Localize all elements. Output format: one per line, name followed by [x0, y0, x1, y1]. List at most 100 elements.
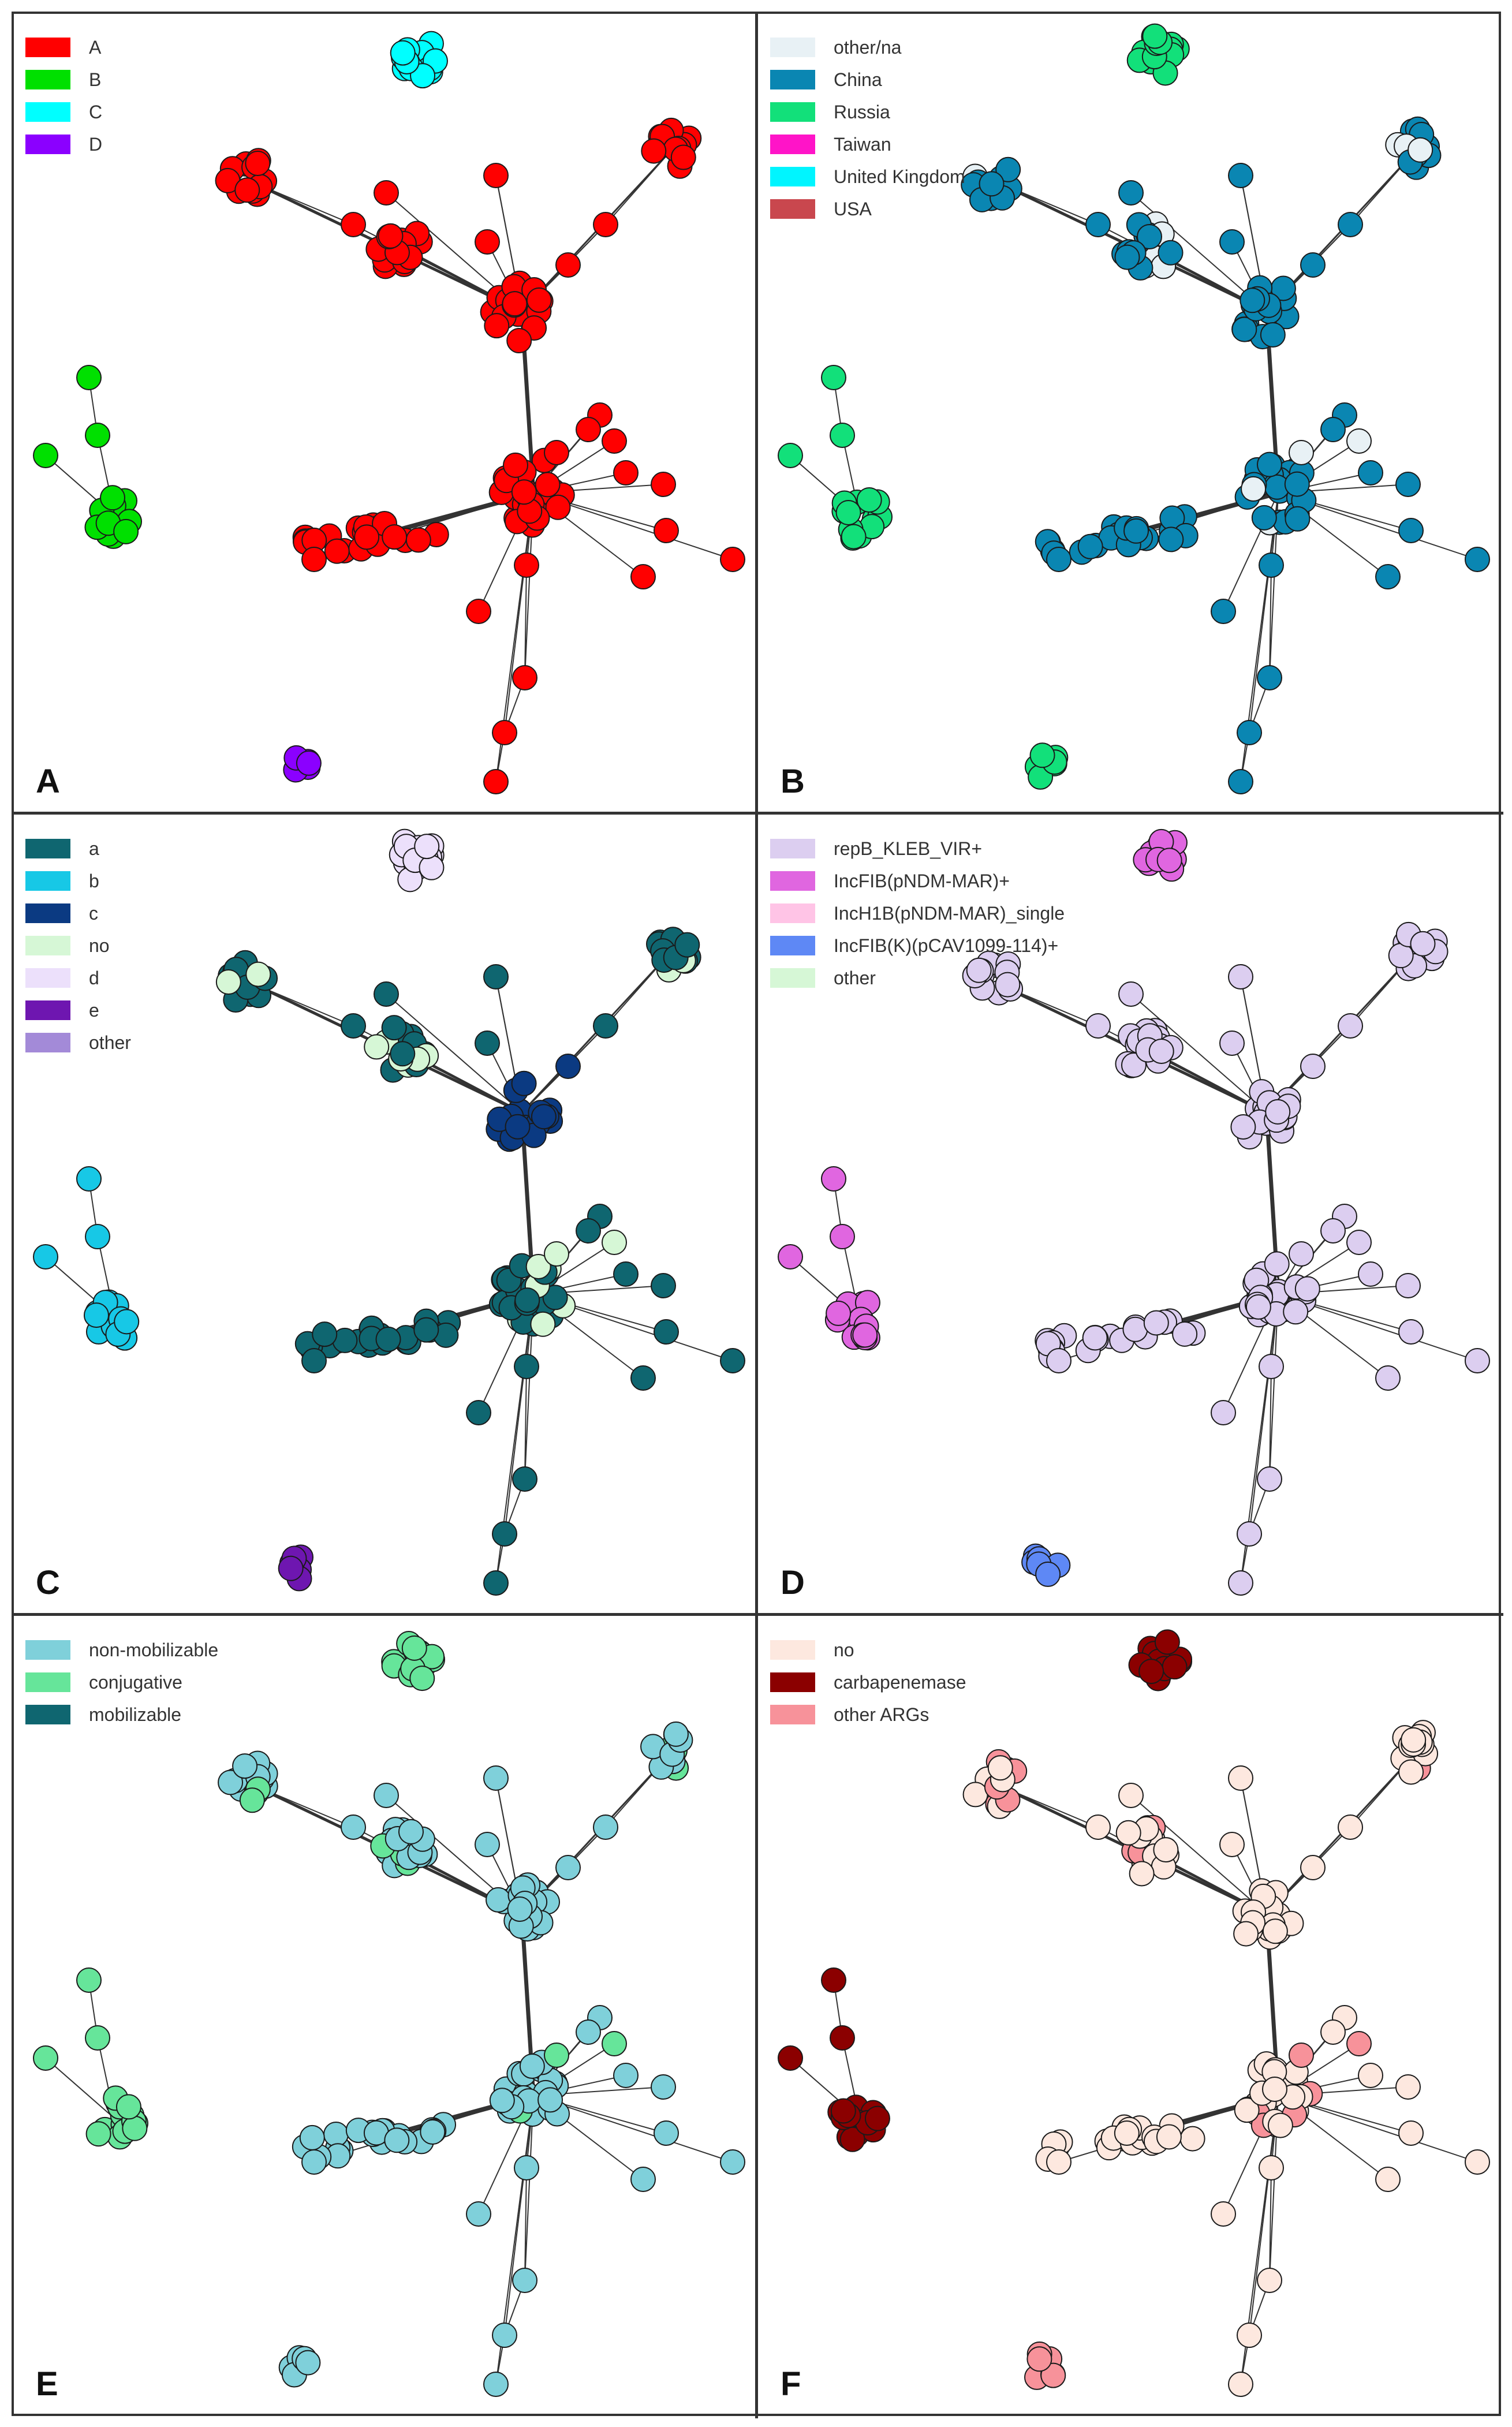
hub-node — [1346, 2031, 1372, 2056]
hub-node — [544, 1241, 569, 1267]
legend-label: c — [89, 902, 98, 924]
cluster-node — [1233, 1921, 1259, 1947]
legend-swatch — [25, 1033, 70, 1052]
cluster-node — [1256, 451, 1282, 477]
hub-node — [630, 2167, 656, 2192]
hub-node — [1346, 428, 1372, 454]
legend-swatch — [770, 903, 815, 923]
hub-node — [301, 1348, 327, 1373]
hub-node — [1211, 2201, 1236, 2227]
cluster-node — [841, 524, 867, 550]
cluster-node — [1138, 1659, 1164, 1685]
hub-node — [33, 443, 58, 468]
cluster-node — [830, 2098, 856, 2124]
legend-swatch — [770, 839, 815, 858]
legend-label: e — [89, 999, 99, 1021]
hub-node — [1211, 1400, 1236, 1425]
network-edge — [605, 149, 673, 225]
cluster-node — [398, 1819, 424, 1844]
cluster-node — [390, 1041, 416, 1067]
nodes — [33, 1631, 745, 2397]
cluster-node — [535, 472, 561, 498]
hub-node — [1085, 1814, 1111, 1840]
hub-node — [76, 365, 102, 390]
cluster-node — [514, 1287, 540, 1313]
hub-node — [630, 1365, 656, 1391]
horizontal-divider-1 — [14, 812, 1503, 815]
cluster-node — [296, 750, 322, 776]
network-edge — [524, 1366, 527, 1480]
legend-item: other ARGs — [770, 1698, 966, 1731]
panel-c: a b c no d e other C — [14, 815, 759, 1615]
cluster-node — [1082, 1325, 1108, 1351]
cluster-node — [384, 2127, 410, 2153]
legend-swatch — [25, 968, 70, 988]
legend-item: non-mobilizable — [25, 1634, 218, 1666]
hub-node — [602, 428, 627, 454]
legend-label: mobilizable — [89, 1704, 182, 1725]
hub-node — [555, 1054, 581, 1079]
hub-node — [1228, 1570, 1253, 1596]
legend-swatch — [770, 199, 815, 219]
cluster-node — [674, 932, 700, 958]
hub-node — [492, 720, 517, 745]
legend-label: a — [89, 838, 99, 859]
cluster-node — [542, 1285, 568, 1310]
cluster-node — [1241, 476, 1267, 502]
cluster-node — [390, 40, 416, 66]
network-edge — [1269, 2167, 1272, 2281]
legend-label: d — [89, 967, 99, 988]
hub-node — [1320, 1218, 1346, 1244]
cluster-node — [85, 2121, 111, 2147]
hub-node — [512, 1466, 537, 1492]
nodes — [778, 828, 1490, 1596]
cluster-node — [1231, 316, 1257, 342]
hub-node — [374, 1783, 399, 1808]
cluster-node — [420, 2119, 446, 2145]
legend-item: repB_KLEB_VIR+ — [770, 832, 1065, 865]
panel-label: E — [36, 2365, 58, 2403]
hub-node — [720, 547, 745, 572]
cluster-node — [1294, 1276, 1320, 1302]
nodes — [33, 31, 745, 794]
cluster-node — [1234, 2097, 1260, 2123]
hub-node — [466, 1400, 491, 1425]
hub-node — [1046, 1348, 1072, 1373]
cluster-node — [419, 854, 445, 880]
hub-node — [483, 769, 509, 794]
network-edge — [386, 994, 522, 1113]
cluster-node — [530, 1311, 556, 1337]
hub-node — [1228, 163, 1253, 188]
cluster-node — [537, 2087, 563, 2113]
cluster-node — [856, 487, 882, 513]
hub-node — [1338, 212, 1363, 237]
legend-item: mobilizable — [25, 1698, 218, 1731]
legend-label: D — [89, 133, 103, 155]
panel-label: A — [36, 763, 60, 800]
hub-node — [1046, 547, 1072, 572]
legend-item: Russia — [770, 96, 965, 128]
legend-label: other — [89, 1032, 131, 1053]
cluster-node — [526, 287, 552, 313]
nodes — [778, 23, 1490, 794]
legend-swatch — [770, 38, 815, 57]
hub-node — [1320, 417, 1346, 442]
cluster-node — [405, 527, 431, 553]
hub-node — [483, 163, 509, 188]
legend-item: IncH1B(pNDM-MAR)_single — [770, 897, 1065, 929]
cluster-node — [1156, 2124, 1182, 2150]
hub-node — [483, 2372, 509, 2397]
legend-swatch — [770, 968, 815, 988]
hub-node — [1465, 1348, 1490, 1373]
hub-node — [1465, 547, 1490, 572]
legend-swatch — [770, 1640, 815, 1660]
hub-node — [576, 2019, 601, 2045]
hub-node — [1257, 1466, 1282, 1492]
legend-label: no — [834, 1639, 854, 1660]
hub-node — [1219, 1030, 1245, 1056]
hub-node — [483, 1765, 509, 1791]
cluster-node — [375, 1326, 401, 1352]
cluster-node — [852, 1322, 878, 1348]
hub-node — [613, 460, 639, 486]
legend-swatch — [25, 871, 70, 891]
